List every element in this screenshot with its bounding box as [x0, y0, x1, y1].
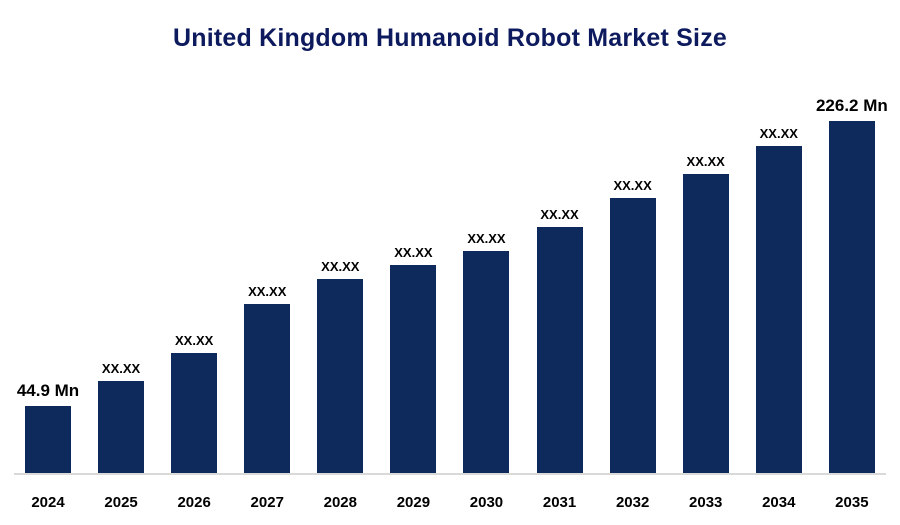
bar-value-label: XX.XX [175, 333, 214, 348]
bar-column-2027: XX.XX [233, 95, 301, 473]
bar-value-label: XX.XX [540, 207, 579, 222]
chart-title: United Kingdom Humanoid Robot Market Siz… [172, 24, 728, 52]
bar-value-label: XX.XX [467, 231, 506, 246]
x-axis-label-2026: 2026 [177, 494, 211, 511]
bar-value-label: XX.XX [248, 284, 287, 299]
plot-area: 44.9 Mn XX.XX XX.XX XX.XX XX.XX XX.XX XX.XX XX.… [14, 95, 888, 475]
bar [171, 353, 218, 473]
bar-value-label: 226.2 Mn [815, 96, 888, 115]
bar [828, 121, 875, 473]
bar-column-2025: XX.XX [87, 95, 155, 473]
bar [755, 146, 802, 473]
bar [98, 381, 145, 473]
bar-column-2031: XX.XX [526, 95, 594, 473]
x-axis-label-2030: 2030 [469, 494, 504, 511]
x-axis-label-2028: 2028 [323, 494, 357, 511]
x-axis-label-2032: 2032 [615, 494, 650, 511]
x-axis-label-2035: 2035 [835, 494, 869, 511]
bar-column-2033: XX.XX [672, 95, 740, 473]
bar [536, 227, 583, 473]
bar-value-label: XX.XX [394, 245, 433, 260]
bar-column-2024: 44.9 Mn [14, 95, 82, 473]
bar [609, 198, 656, 473]
bar-value-label: 44.9 Mn [16, 381, 80, 400]
x-axis-label-2025: 2025 [104, 494, 138, 511]
bar-value-label: XX.XX [101, 361, 141, 376]
bar-column-2028: XX.XX [306, 95, 374, 473]
bar-column-2032: XX.XX [599, 95, 667, 473]
bar-column-2035: 226.2 Mn [815, 95, 888, 473]
x-axis-label-2034: 2034 [762, 494, 796, 511]
bar [390, 265, 437, 473]
bar-column-2034: XX.XX [745, 95, 813, 473]
bar [317, 279, 364, 473]
bar-value-label: XX.XX [613, 178, 652, 193]
x-axis-label-2029: 2029 [396, 494, 431, 511]
x-axis-label-2024: 2024 [31, 494, 65, 511]
x-axis-label-2027: 2027 [250, 494, 284, 511]
bar-column-2026: XX.XX [160, 95, 228, 473]
bar [244, 304, 291, 473]
bar [682, 174, 729, 473]
bar-value-label: XX.XX [321, 259, 360, 274]
bar [25, 406, 71, 473]
bar-column-2030: XX.XX [452, 95, 520, 473]
chart-area: 44.9 Mn XX.XX XX.XX XX.XX XX.XX XX.XX XX.XX XX.… [14, 95, 888, 475]
x-axis: 2024 2025 2026 2027 2028 2029 2030 2031 2032 2033… [14, 494, 886, 511]
bar [463, 251, 510, 473]
x-axis-label-2033: 2033 [689, 494, 723, 511]
bar-column-2029: XX.XX [379, 95, 447, 473]
bar-value-label: XX.XX [759, 126, 798, 141]
x-axis-label-2031: 2031 [542, 494, 577, 511]
bar-value-label: XX.XX [686, 154, 725, 169]
